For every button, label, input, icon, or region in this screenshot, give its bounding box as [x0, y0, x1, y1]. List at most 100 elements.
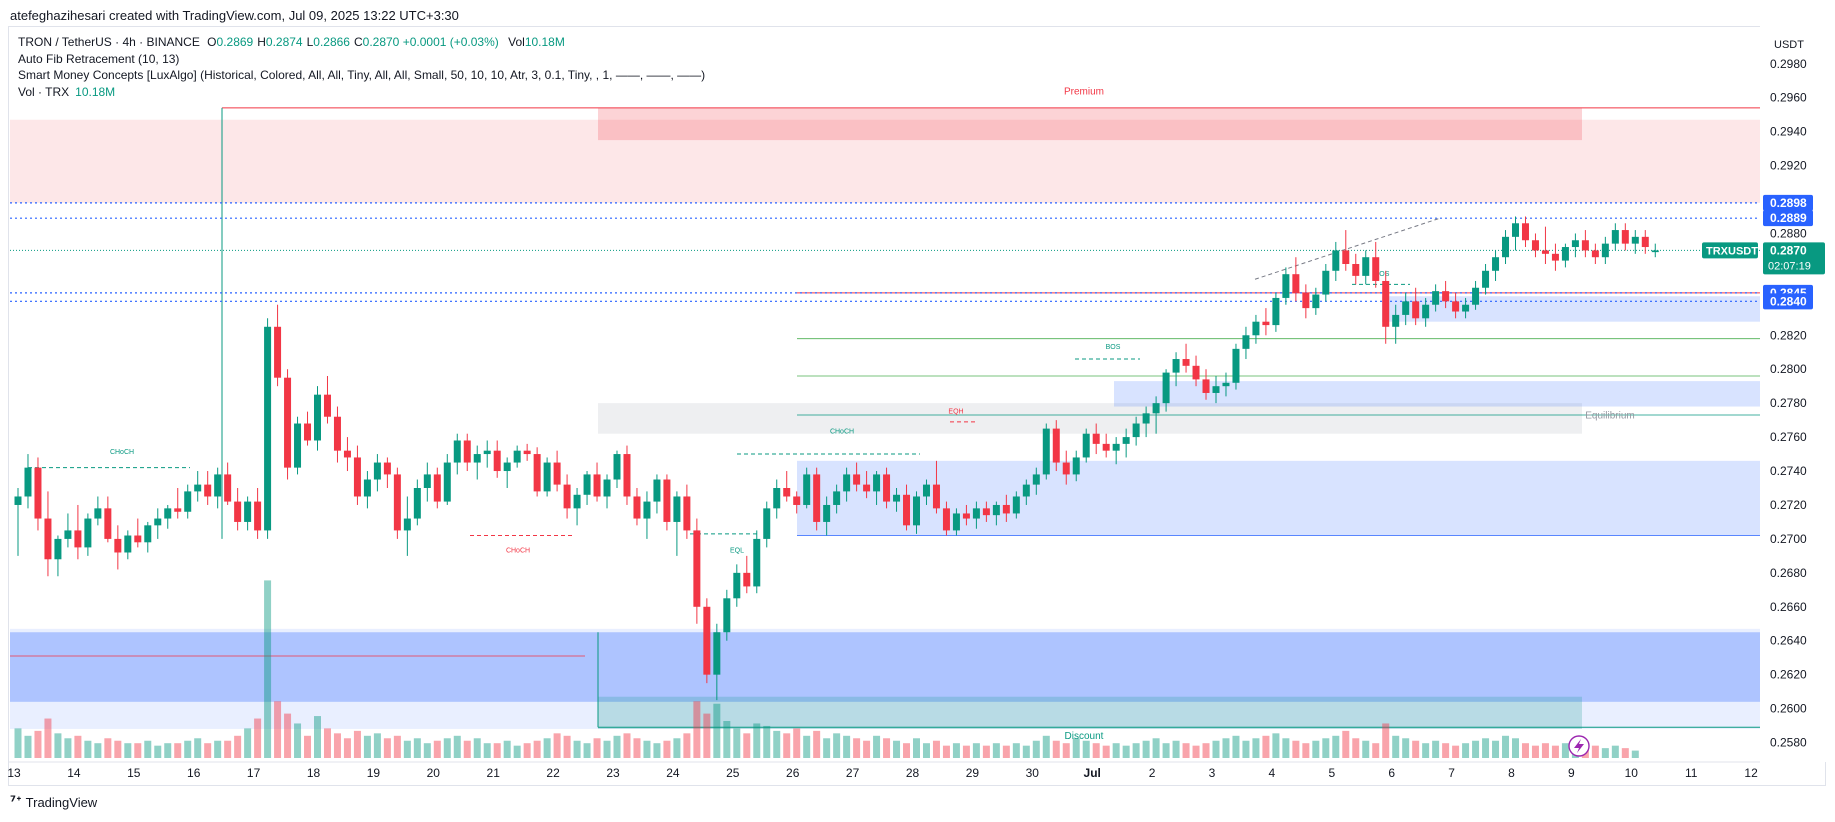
- legend-ohlc-value: 0.2866: [313, 35, 350, 49]
- candle-body: [743, 572, 751, 587]
- volume-bar: [863, 740, 871, 758]
- candle-body: [503, 462, 511, 472]
- discount-strong: [598, 696, 1582, 729]
- candle-body: [1521, 223, 1529, 241]
- volume-bar: [314, 716, 321, 758]
- price-label-badge: [1763, 194, 1813, 211]
- candle-body: [1322, 270, 1330, 295]
- volume-bar: [1591, 745, 1599, 758]
- candle-body: [294, 423, 302, 468]
- candle-body: [723, 598, 731, 633]
- volume-bar: [304, 735, 312, 758]
- volume-bar: [423, 743, 431, 758]
- tradingview-watermark[interactable]: ⁷ᐩ TradingView: [10, 794, 97, 810]
- candle-body: [403, 518, 411, 531]
- volume-bar: [1402, 738, 1410, 758]
- volume-bar: [1621, 748, 1629, 758]
- volume-bar: [1432, 740, 1440, 758]
- volume-bar: [1601, 748, 1609, 758]
- premium-zone: [10, 119, 1760, 203]
- volume-bar: [1312, 740, 1320, 758]
- last-price-symbol: TRXUSDT: [1706, 245, 1758, 257]
- volume-bar: [14, 728, 22, 758]
- candle-body: [1122, 437, 1130, 444]
- candle-body: [1422, 304, 1430, 319]
- volume-bar: [134, 743, 142, 758]
- annotation-label: Premium: [1064, 86, 1104, 97]
- legend-vol-ind-label: Vol · TRX: [18, 84, 70, 99]
- volume-bar: [733, 728, 741, 758]
- volume-bar: [743, 733, 751, 758]
- time-axis-tick: Jul: [1084, 766, 1101, 780]
- time-axis-tick: 7: [1448, 766, 1455, 780]
- candle-body: [74, 530, 82, 548]
- candle-body: [1472, 287, 1480, 305]
- fib-trend-line: [1254, 217, 1441, 280]
- candle-body: [563, 484, 571, 509]
- candle-body: [793, 496, 801, 505]
- candle-body: [1262, 321, 1270, 326]
- legend-ohlc-label: L: [306, 35, 314, 49]
- candle-body: [543, 462, 551, 492]
- legend-vol-ind-value: 10.18M: [75, 84, 116, 99]
- candle-body: [1212, 386, 1220, 393]
- volume-bar: [1002, 745, 1010, 758]
- legend-fib-indicator[interactable]: Auto Fib Retracement (10, 13): [18, 51, 180, 66]
- candle-body: [314, 394, 321, 441]
- volume-bar: [593, 738, 601, 758]
- legend-smc-indicator[interactable]: Smart Money Concepts [LuxAlgo] (Historic…: [18, 68, 706, 82]
- volume-bar: [763, 725, 771, 758]
- volume-bar: [513, 745, 521, 758]
- price-axis-tick: 0.2660: [1770, 600, 1807, 614]
- candle-body: [224, 474, 232, 502]
- equilibrium-zone: [598, 403, 1582, 434]
- candle-body: [1641, 236, 1649, 248]
- volume-bar: [613, 735, 621, 758]
- time-axis-tick: 10: [1625, 766, 1639, 780]
- volume-bar: [783, 733, 791, 758]
- candle-body: [1332, 250, 1340, 271]
- annotation-label: BOS: [1375, 271, 1390, 278]
- candle-body: [783, 488, 791, 497]
- volume-bar: [853, 738, 861, 758]
- legend-volume-indicator[interactable]: Vol · TRX 10.18M: [18, 84, 705, 101]
- volume-bar: [1372, 743, 1380, 758]
- volume-bar: [1152, 738, 1160, 758]
- candle-body: [1492, 257, 1500, 271]
- candle-body: [1242, 335, 1250, 349]
- volume-bar: [523, 743, 531, 758]
- candle-body: [962, 513, 970, 519]
- price-axis-tick: 0.2700: [1770, 532, 1807, 546]
- volume-bar: [503, 740, 511, 758]
- volume-bar: [1112, 743, 1120, 758]
- volume-bar: [803, 735, 811, 758]
- candle-body: [473, 454, 481, 463]
- candle-body: [343, 450, 351, 458]
- volume-bar: [74, 735, 82, 758]
- candle-body: [124, 535, 132, 553]
- volume-bar: [723, 721, 731, 758]
- volume-bar: [873, 735, 881, 758]
- candle-body: [1382, 280, 1390, 327]
- candle-body: [903, 494, 911, 526]
- volume-bar: [1032, 740, 1040, 758]
- volume-bar: [663, 740, 671, 758]
- candle-body: [304, 423, 312, 441]
- volume-bar: [643, 740, 651, 758]
- time-axis-tick: 4: [1269, 766, 1276, 780]
- legend-change: +0.0001 (+0.03%): [402, 35, 499, 49]
- candle-body: [1052, 428, 1060, 463]
- volume-bar: [813, 730, 821, 758]
- candle-body: [234, 501, 242, 522]
- candle-body: [1202, 379, 1210, 393]
- legend-symbol[interactable]: TRON / TetherUS · 4h · BINANCE: [18, 35, 200, 49]
- volume-bar: [833, 733, 841, 758]
- price-axis-bg: [1760, 26, 1826, 762]
- volume-bar: [1462, 743, 1470, 758]
- volume-bar: [1172, 740, 1180, 758]
- price-axis-tick: 0.2740: [1770, 464, 1807, 478]
- candle-body: [114, 538, 122, 553]
- candle-body: [1252, 321, 1260, 336]
- volume-bar: [1382, 723, 1390, 758]
